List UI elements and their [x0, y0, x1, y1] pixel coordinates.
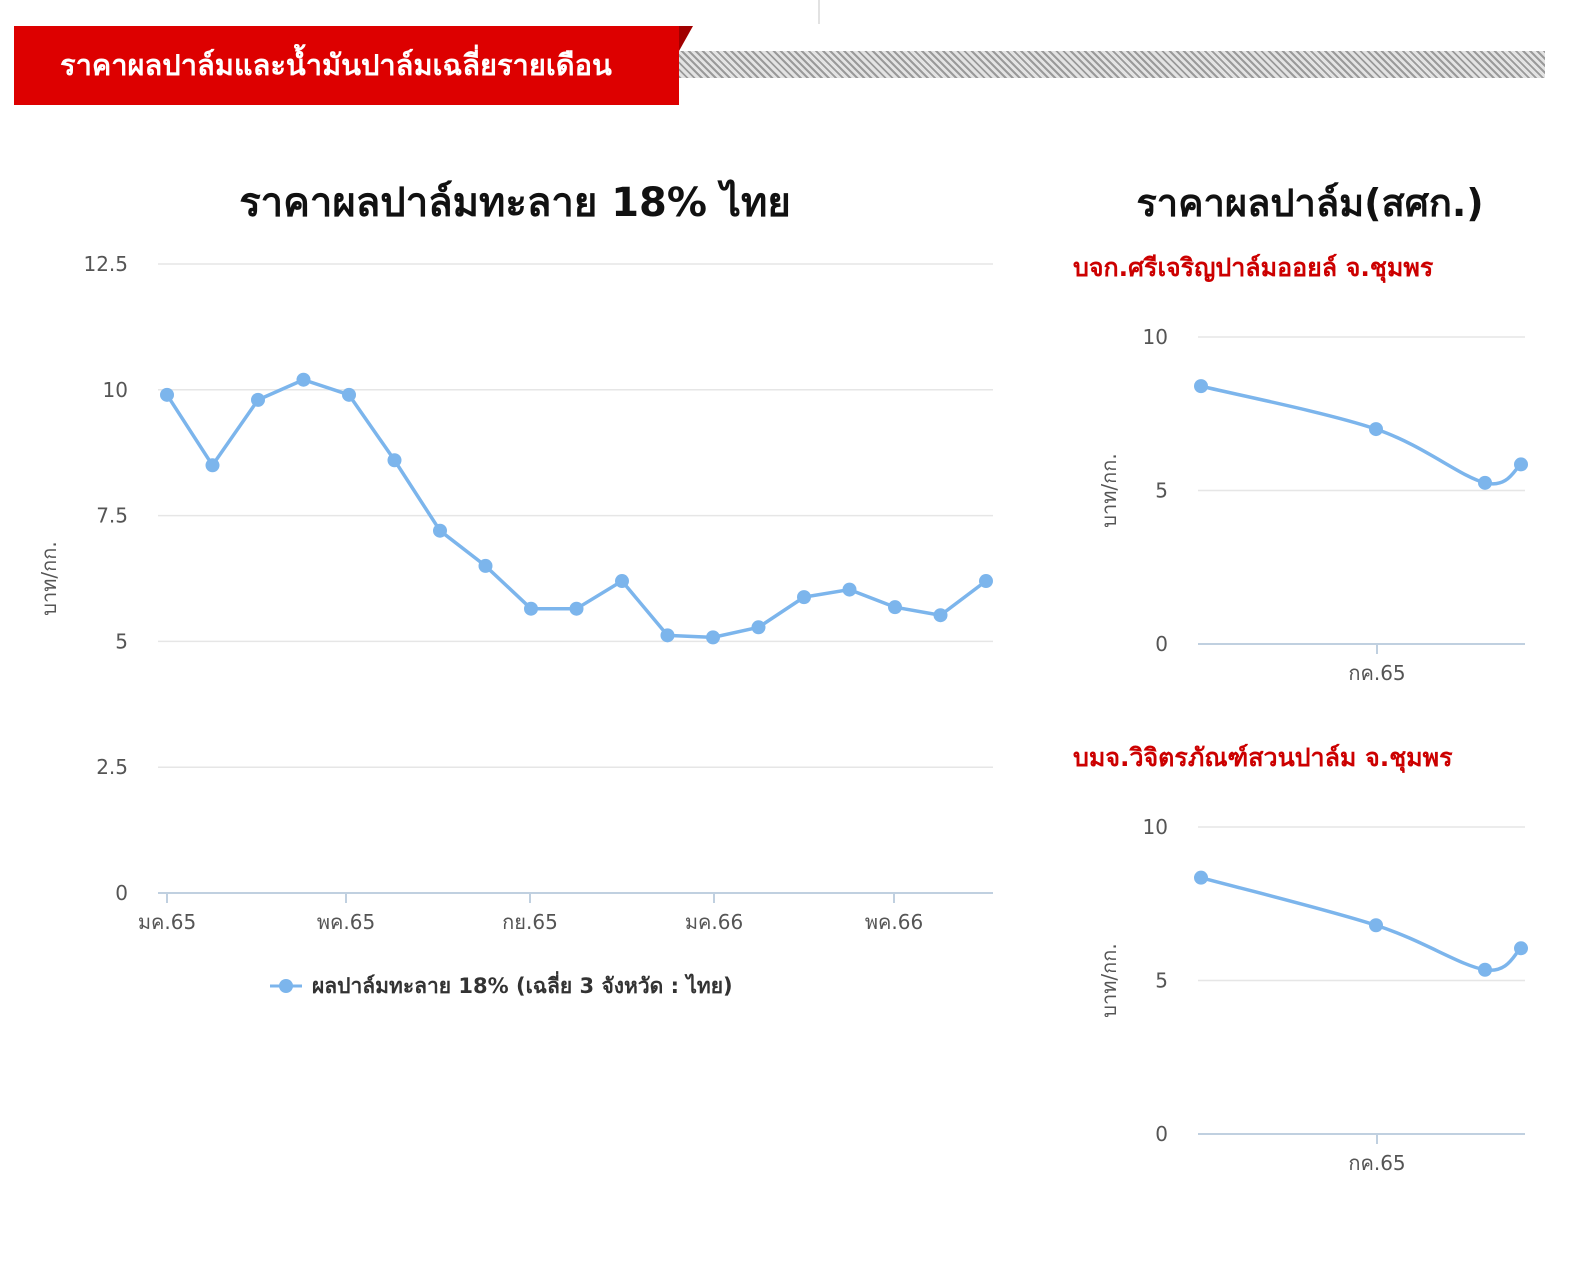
y-tick-label: 10 [103, 378, 128, 402]
y-axis-label: บาท/กก. [37, 541, 61, 615]
y-tick-label: 0 [1155, 1122, 1168, 1146]
data-point [1369, 422, 1383, 437]
y-tick-label: 0 [1155, 632, 1168, 656]
data-point [751, 620, 766, 635]
data-point [205, 458, 220, 473]
data-point [1369, 918, 1383, 933]
y-tick-label: 5 [115, 629, 128, 653]
x-tick-label: พค.66 [865, 910, 923, 934]
legend-marker-icon [270, 979, 302, 993]
data-point [1478, 475, 1492, 490]
data-point [1478, 962, 1492, 977]
side-chart-title: ราคาผลปาล์ม(สศก.) [1136, 181, 1484, 225]
y-axis-label: บาท/กก. [1097, 453, 1121, 527]
y-tick-label: 10 [1143, 815, 1168, 839]
x-tick-label: กย.65 [502, 910, 558, 934]
y-tick-label: 10 [1143, 325, 1168, 349]
side-line-chart-2: 0 5 10 กค.65 บาท/กก. [1097, 815, 1528, 1175]
side-chart-1-subtitle: บจก.ศรีเจริญปาล์มออยล์ จ.ชุมพร [1073, 253, 1434, 282]
data-point [1194, 379, 1208, 394]
data-point [888, 600, 902, 615]
main-chart-title: ราคาผลปาล์มทะลาย 18% ไทย [239, 180, 791, 226]
hatched-divider [679, 51, 1545, 78]
section-banner: ราคาผลปาล์มและน้ำมันปาล์มเฉลี่ยรายเดือน [14, 26, 679, 105]
data-point [160, 387, 174, 402]
legend-label: ผลปาล์มทะลาย 18% (เฉลี่ย 3 จังหวัด : ไทย… [312, 973, 733, 998]
data-point [660, 628, 675, 643]
y-axis-label: บาท/กก. [1097, 943, 1121, 1017]
data-point [433, 523, 447, 538]
y-tick-label: 7.5 [96, 504, 128, 528]
data-point [706, 630, 720, 645]
data-point [1514, 457, 1528, 472]
data-point [478, 558, 493, 573]
data-point [296, 372, 311, 387]
data-point [387, 453, 402, 468]
side-line-chart-1: 0 5 10 กค.65 บาท/กก. [1097, 325, 1528, 685]
y-tick-label: 2.5 [96, 755, 128, 779]
banner-fold [679, 26, 693, 51]
main-line-chart: 0 2.5 5 7.5 10 12.5 มค.65 พค.65 กย.65 มค.66 พค.66 บ… [37, 252, 993, 934]
data-point [979, 574, 993, 589]
x-tick-label: พค.65 [317, 910, 375, 934]
x-tick-label: มค.65 [138, 910, 196, 934]
banner-title: ราคาผลปาล์มและน้ำมันปาล์มเฉลี่ยรายเดือน [60, 48, 612, 82]
data-point [342, 387, 356, 402]
side-chart-2-subtitle: บมจ.วิจิตรภัณฑ์สวนปาล์ม จ.ชุมพร [1073, 743, 1453, 772]
y-tick-label: 12.5 [83, 252, 128, 276]
y-tick-label: 5 [1155, 479, 1168, 503]
top-divider [818, 0, 820, 24]
chart-legend[interactable]: ผลปาล์มทะลาย 18% (เฉลี่ย 3 จังหวัด : ไทย… [270, 970, 733, 1002]
x-tick-label: กค.65 [1348, 661, 1405, 685]
data-point [1514, 941, 1528, 956]
y-tick-label: 5 [1155, 969, 1168, 993]
data-point [842, 582, 857, 597]
data-point [524, 601, 538, 616]
data-point [251, 392, 265, 407]
data-point [615, 574, 629, 589]
data-point [933, 608, 948, 623]
y-tick-label: 0 [115, 881, 128, 905]
series-line [1200, 384, 1523, 486]
series-line [1200, 875, 1523, 972]
data-point [1194, 870, 1208, 885]
x-tick-label: กค.65 [1348, 1151, 1405, 1175]
data-point [569, 601, 584, 616]
data-point [797, 590, 811, 605]
x-tick-label: มค.66 [685, 910, 743, 934]
